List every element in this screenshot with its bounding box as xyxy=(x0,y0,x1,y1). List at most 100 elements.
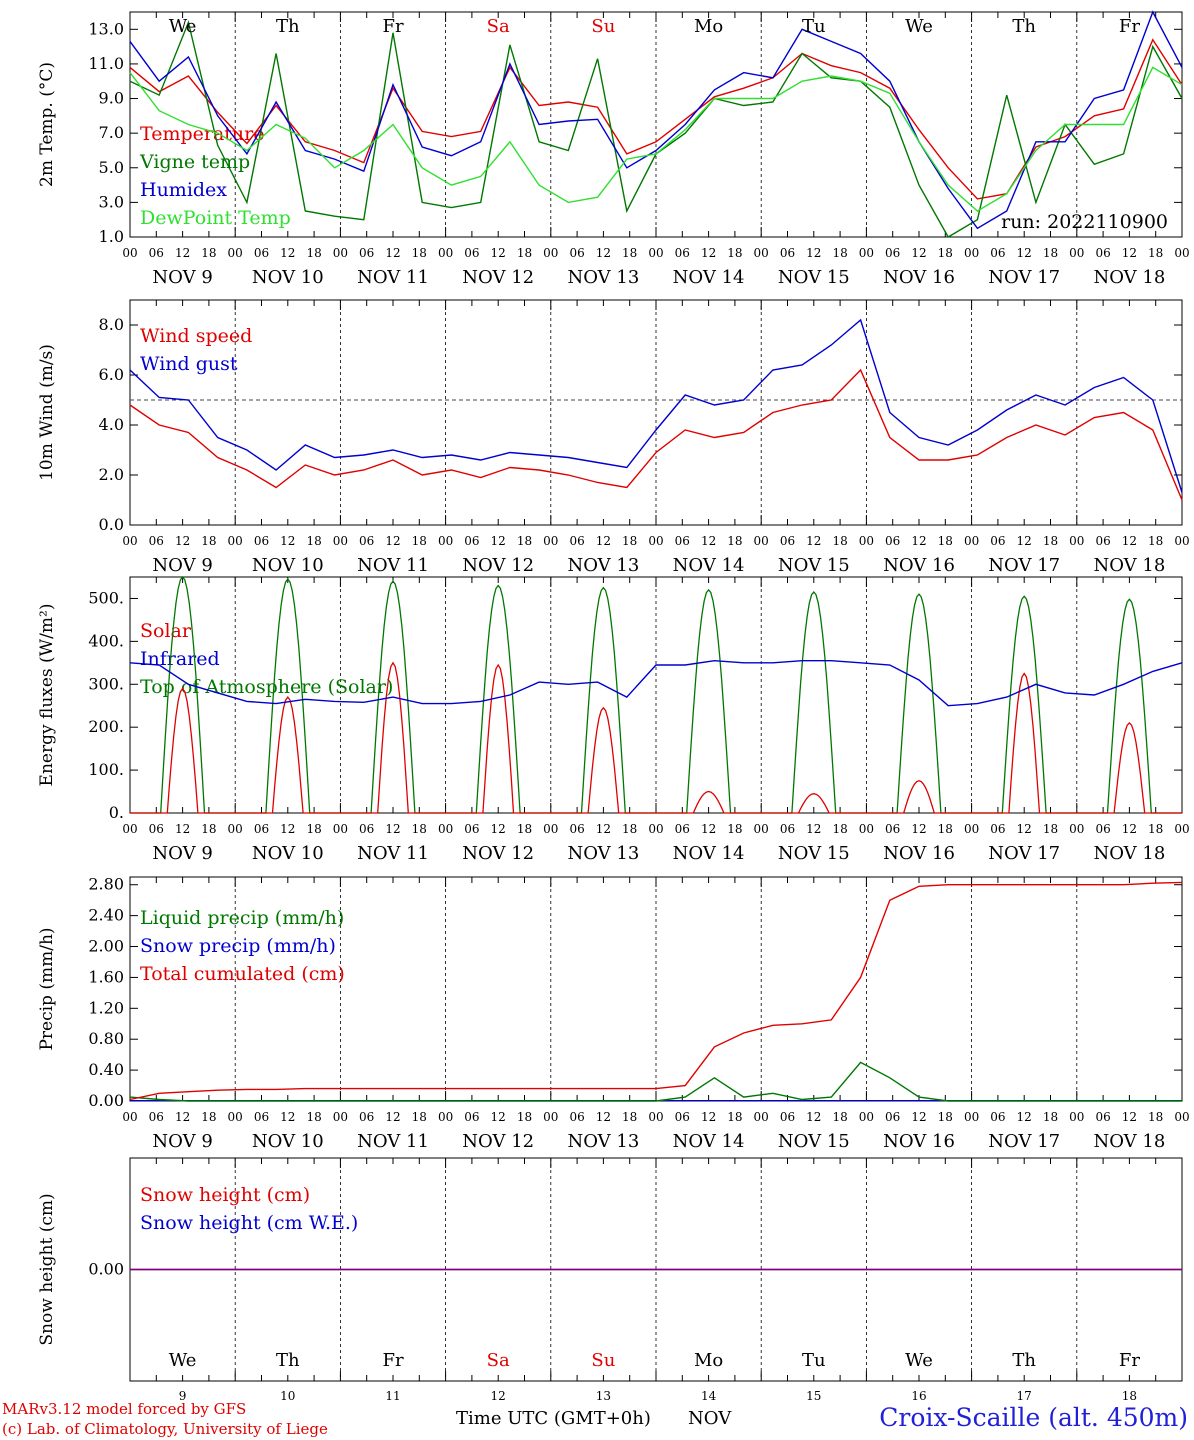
hour-label: 06 xyxy=(149,246,164,260)
hour-label: 18 xyxy=(727,822,742,836)
legend-entry: Liquid precip (mm/h) xyxy=(140,907,344,929)
hour-label: 18 xyxy=(201,1110,216,1124)
y-axis-label: 2m Temp. (°C) xyxy=(37,62,57,187)
hour-label: 12 xyxy=(1017,1110,1032,1124)
hour-label: 00 xyxy=(122,1110,137,1124)
hour-label: 18 xyxy=(1148,246,1163,260)
date-label: NOV 13 xyxy=(567,555,639,576)
panel-3: 0. 100. 200. 300. 400. 500. Energy fluxes (W/m… xyxy=(37,575,1190,864)
hour-label: 18 xyxy=(201,246,216,260)
hour-label: 00 xyxy=(1174,822,1189,836)
hour-label: 12 xyxy=(701,246,716,260)
panel-4: 0.00 0.40 0.80 1.20 1.60 2.00 2.40 2.80 Precip (… xyxy=(37,875,1190,1152)
hour-label: 18 xyxy=(201,534,216,548)
legend-entry: Infrared xyxy=(140,648,220,670)
hour-label: 00 xyxy=(1174,1110,1189,1124)
hour-label: 06 xyxy=(780,822,795,836)
hour-label: 18 xyxy=(1043,1110,1058,1124)
hour-label: 06 xyxy=(675,246,690,260)
hour-label: 12 xyxy=(701,1110,716,1124)
date-label: NOV 9 xyxy=(152,555,212,576)
hour-label: 12 xyxy=(175,534,190,548)
y-tick-label: 1.20 xyxy=(88,998,124,1017)
hour-label: 00 xyxy=(543,534,558,548)
date-label: NOV 18 xyxy=(1093,1131,1165,1152)
legend-entry: Solar xyxy=(140,620,192,642)
date-label: NOV 15 xyxy=(778,555,850,576)
hour-label: 18 xyxy=(306,534,321,548)
hour-label: 18 xyxy=(306,1110,321,1124)
y-tick-label: 2.80 xyxy=(88,875,124,894)
hour-label: 12 xyxy=(280,246,295,260)
hour-label: 06 xyxy=(990,534,1005,548)
day-label: Fr xyxy=(382,1350,403,1371)
hour-label: 00 xyxy=(543,1110,558,1124)
hour-label: 00 xyxy=(543,822,558,836)
legend-entry: Snow height (cm W.E.) xyxy=(140,1212,358,1234)
footer-lab: (c) Lab. of Climatology, University of L… xyxy=(2,1420,328,1438)
hour-label: 06 xyxy=(990,822,1005,836)
hour-label: 12 xyxy=(806,534,821,548)
date-label: NOV 13 xyxy=(567,267,639,288)
day-label: Tu xyxy=(802,1350,826,1371)
date-label: NOV 14 xyxy=(673,555,745,576)
date-label: NOV 16 xyxy=(883,843,955,864)
hour-label: 18 xyxy=(306,822,321,836)
date-label: NOV 10 xyxy=(252,843,324,864)
hour-label: 06 xyxy=(885,822,900,836)
hour-label: 00 xyxy=(648,534,663,548)
hour-label: 00 xyxy=(1174,246,1189,260)
y-axis-label: 10m Wind (m/s) xyxy=(37,344,57,481)
hour-label: 00 xyxy=(964,1110,979,1124)
hour-label: 00 xyxy=(754,534,769,548)
hour-label: 12 xyxy=(1122,822,1137,836)
day-label: Fr xyxy=(382,16,403,37)
hour-label: 06 xyxy=(1095,534,1110,548)
y-tick-label: 13.0 xyxy=(88,19,124,38)
hour-label: 00 xyxy=(228,1110,243,1124)
y-tick-label: 8.0 xyxy=(99,315,124,334)
date-label: NOV 17 xyxy=(988,843,1060,864)
y-tick-label: 0.80 xyxy=(88,1029,124,1048)
hour-label: 06 xyxy=(675,534,690,548)
panel-1: 1.0 3.0 5.0 7.0 9.0 11.0 13.0 2m Temp. (°C) 00 06… xyxy=(37,10,1190,288)
hour-label: 00 xyxy=(964,534,979,548)
hour-label: 12 xyxy=(911,1110,926,1124)
day-number: 9 xyxy=(179,1389,187,1403)
hour-label: 18 xyxy=(201,822,216,836)
date-label: NOV 12 xyxy=(462,267,534,288)
y-tick-label: 11.0 xyxy=(88,54,124,73)
hour-label: 18 xyxy=(832,246,847,260)
date-label: NOV 11 xyxy=(357,267,429,288)
day-label: Th xyxy=(276,1350,300,1371)
y-tick-label: 0.00 xyxy=(88,1091,124,1110)
hour-label: 00 xyxy=(1069,534,1084,548)
hour-label: 06 xyxy=(359,534,374,548)
legend-entry: Wind gust xyxy=(140,353,238,375)
hour-label: 06 xyxy=(254,822,269,836)
hour-label: 00 xyxy=(438,246,453,260)
hour-label: 00 xyxy=(648,1110,663,1124)
footer-month: NOV xyxy=(688,1408,732,1429)
hour-label: 00 xyxy=(1174,534,1189,548)
y-tick-label: 2.40 xyxy=(88,906,124,925)
hour-label: 18 xyxy=(832,1110,847,1124)
y-tick-label: 1.0 xyxy=(99,227,124,246)
hour-label: 12 xyxy=(1017,246,1032,260)
day-label: Fr xyxy=(1119,1350,1140,1371)
hour-label: 12 xyxy=(280,1110,295,1124)
day-label: Th xyxy=(1012,16,1036,37)
station-title: Croix-Scaille (alt. 450m) xyxy=(879,1403,1188,1432)
day-label: Th xyxy=(1012,1350,1036,1371)
hour-label: 12 xyxy=(175,822,190,836)
hour-label: 12 xyxy=(385,246,400,260)
hour-label: 00 xyxy=(859,534,874,548)
hour-label: 06 xyxy=(464,246,479,260)
hour-label: 06 xyxy=(254,1110,269,1124)
panel-frame xyxy=(129,11,1183,238)
hour-label: 06 xyxy=(780,1110,795,1124)
legend-entry: Snow precip (mm/h) xyxy=(140,935,336,957)
hour-label: 18 xyxy=(1043,246,1058,260)
hour-label: 06 xyxy=(675,1110,690,1124)
